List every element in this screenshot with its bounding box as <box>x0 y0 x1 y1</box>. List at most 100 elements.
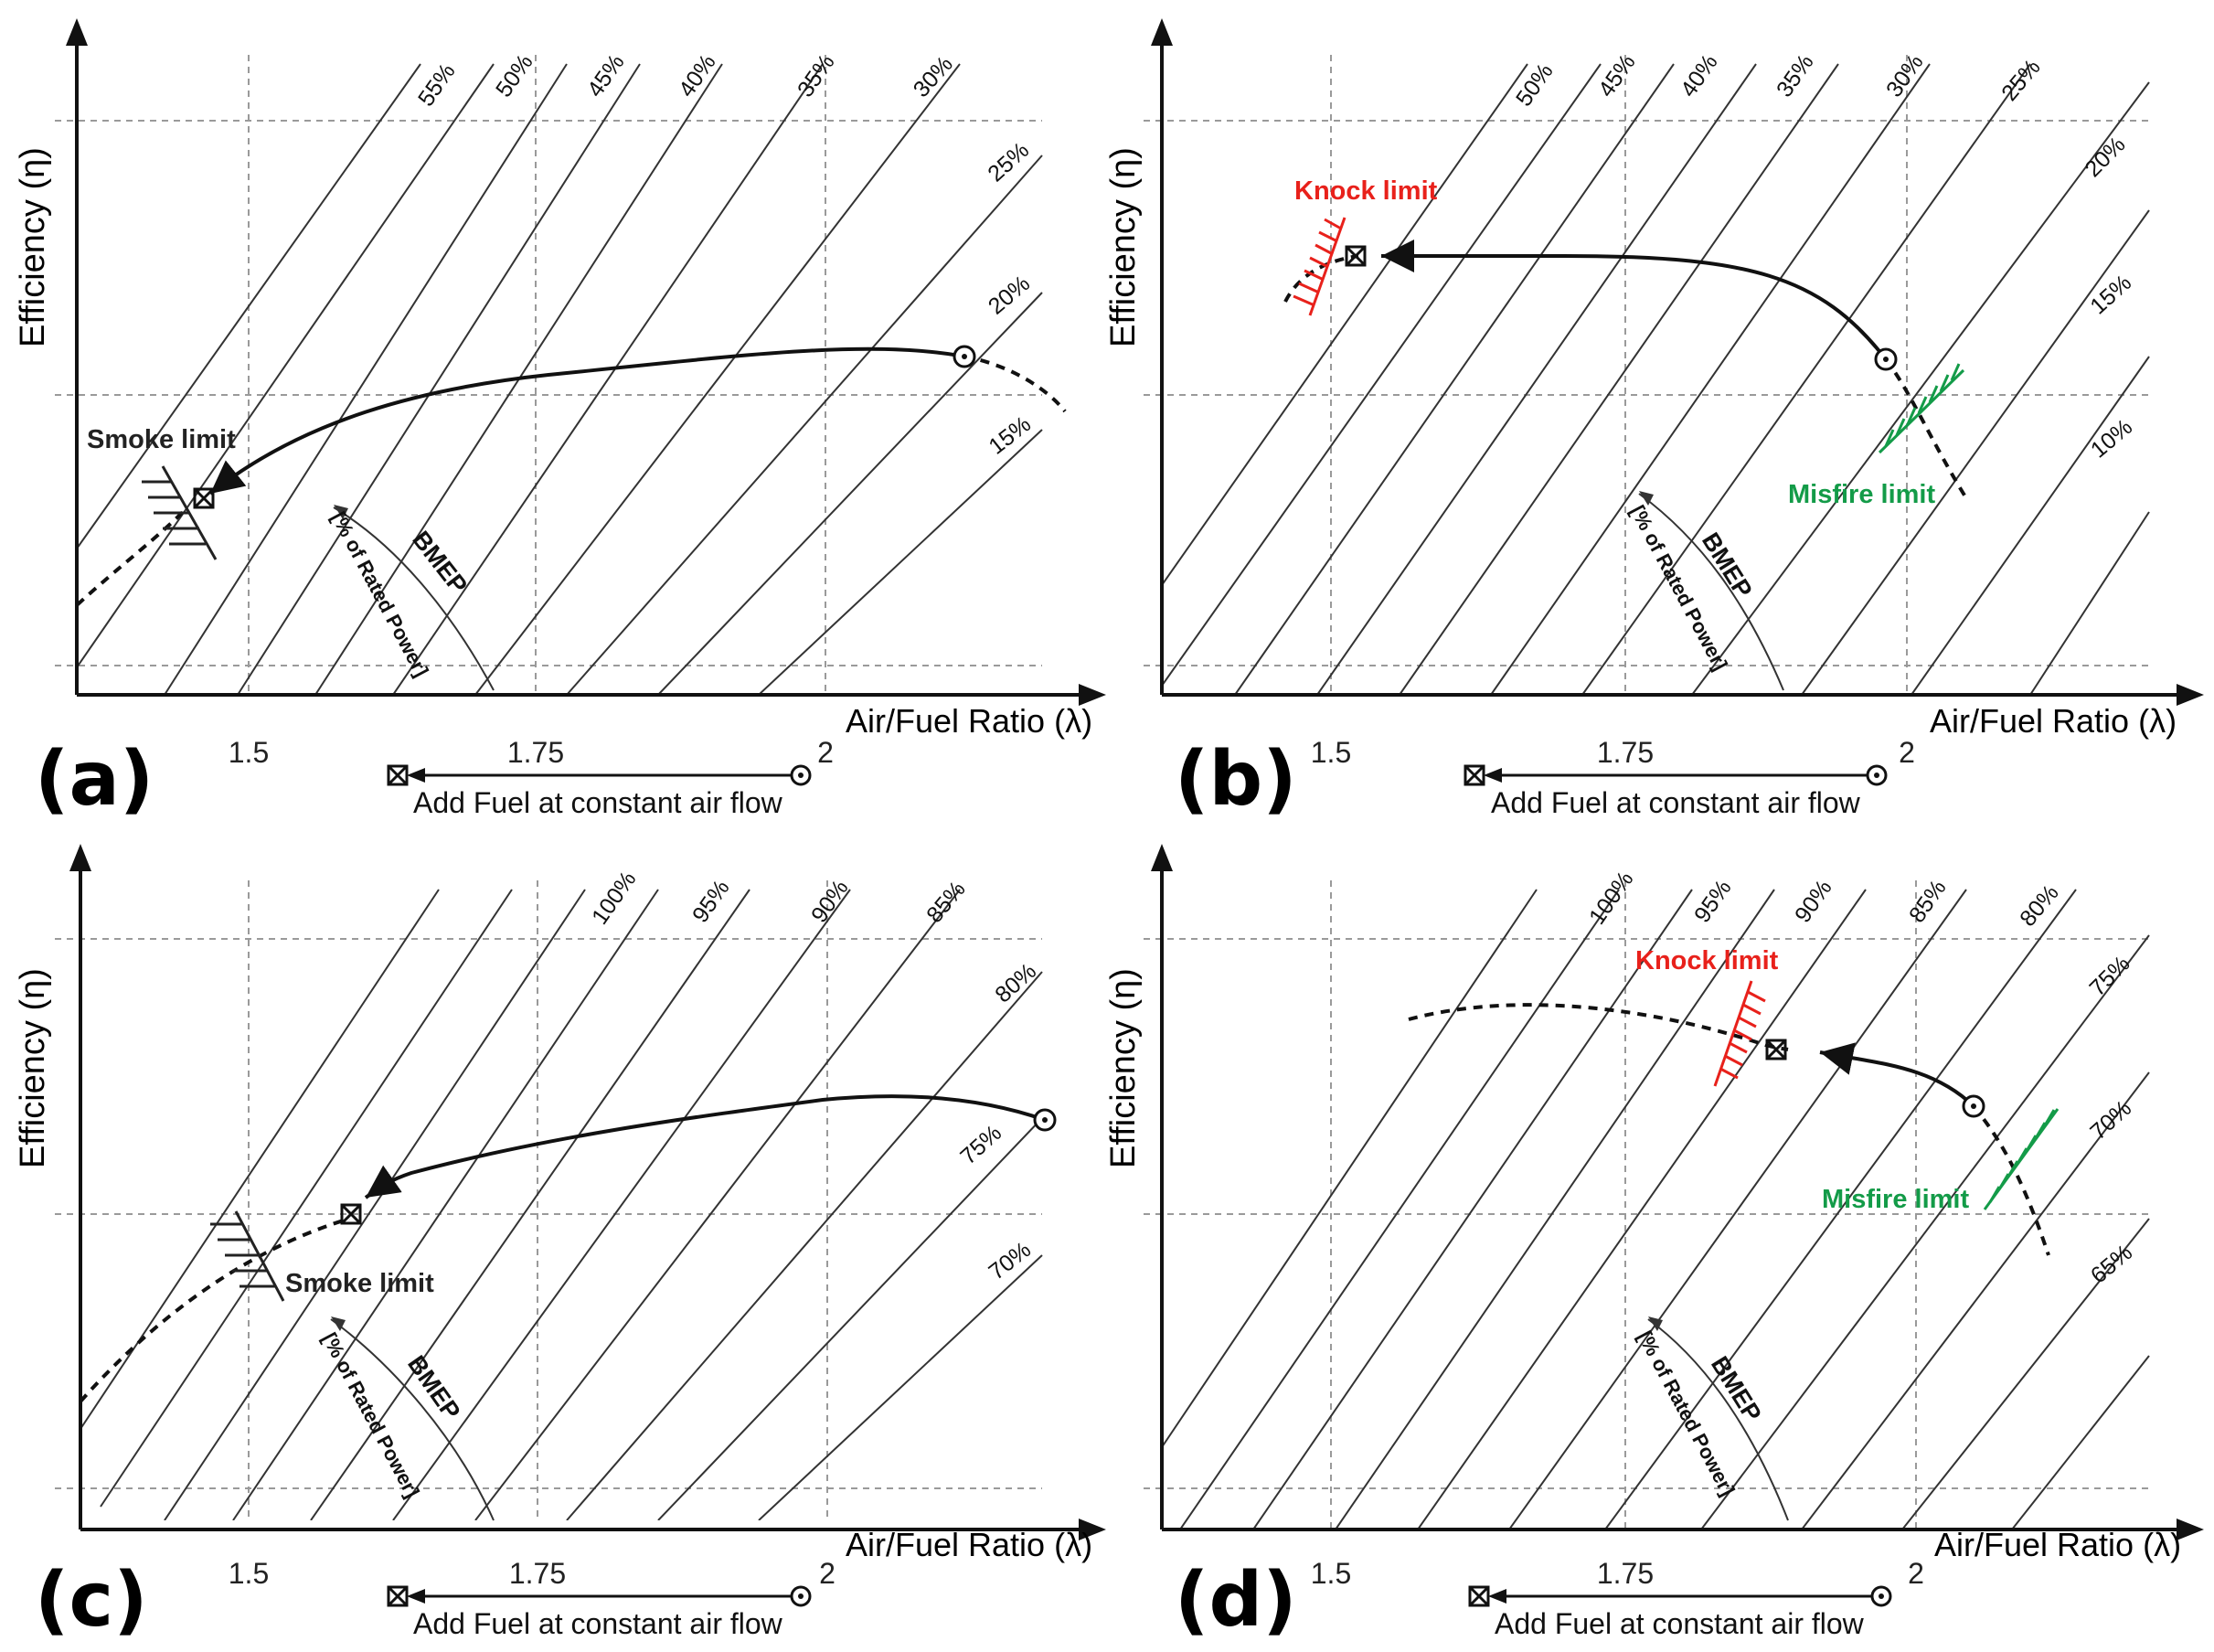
efficiency-curve-dashed-right-d <box>1972 1104 2050 1256</box>
x-tick-label: 1.75 <box>508 1557 567 1590</box>
smoke-limit-hatch-a <box>142 465 218 560</box>
add-fuel-arrow-c <box>387 1585 812 1607</box>
y-axis-label: Efficiency (η) <box>14 968 52 1168</box>
smoke-limit-hatch-c <box>210 1210 285 1302</box>
y-axis-label: Efficiency (η) <box>14 147 52 347</box>
bmep-title: BMEP <box>407 526 473 599</box>
efficiency-curve-a <box>208 346 965 496</box>
bmep-lines-b <box>1162 63 2150 695</box>
bmep-label: 20% <box>2080 132 2130 182</box>
add-fuel-arrow-a <box>387 764 812 786</box>
panel-letter-a: (a) <box>35 736 154 823</box>
y-axis-label: Efficiency (η) <box>1104 147 1143 347</box>
efficiency-curve-c <box>364 1094 1046 1199</box>
x-tick-label: 1.5 <box>1310 736 1352 769</box>
x-tick-label: 1.5 <box>228 736 270 769</box>
panel-letter-b: (b) <box>1175 736 1297 823</box>
knock-limit-label-b: Knock limit <box>1294 176 1438 206</box>
grid-c <box>55 880 1042 1520</box>
panel-b: 50% 45% 40% 35% 30% 25% 20% 15% 10% <box>1104 0 2214 826</box>
x-axis-label: Air/Fuel Ratio (λ) <box>1934 1526 2182 1563</box>
efficiency-curve-dashed-a <box>75 510 185 607</box>
panel-letter-d: (d) <box>1175 1557 1297 1644</box>
chart-c-canvas: 100% 95% 90% 85% 80% 75% 70% <box>55 844 1106 1607</box>
chart-a-canvas: 55% 50% 45% 40% 35% 30% 25% 20% 15% <box>55 18 1106 786</box>
add-fuel-arrow-d <box>1468 1585 1892 1607</box>
bmep-label: 75% <box>2084 951 2134 1001</box>
misfire-limit-label-d: Misfire limit <box>1822 1185 1969 1214</box>
bmep-label: 100% <box>587 867 642 929</box>
bmep-label: 95% <box>687 875 735 927</box>
bmep-label: 65% <box>2086 1240 2137 1289</box>
x-tick-label: 1.5 <box>1310 1557 1352 1590</box>
bmep-label: 90% <box>1790 875 1837 927</box>
bmep-label: 100% <box>1584 867 1639 929</box>
bmep-label: 10% <box>2086 414 2137 464</box>
bmep-label: 55% <box>413 59 461 111</box>
bmep-lines-d <box>1162 889 2150 1529</box>
efficiency-curve-dashed-right-a <box>963 355 1067 413</box>
add-fuel-label: Add Fuel at constant air flow <box>413 786 782 819</box>
grid-a <box>55 55 1042 695</box>
bmep-label: 20% <box>984 271 1035 320</box>
start-point-a <box>953 345 976 368</box>
chart-b-canvas: 50% 45% 40% 35% 30% 25% 20% 15% 10% <box>1144 18 2204 786</box>
x-tick-label: 2 <box>819 1557 836 1590</box>
x-axis-label: Air/Fuel Ratio (λ) <box>846 702 1093 740</box>
bmep-label: 35% <box>1772 49 1819 101</box>
x-axis-label: Air/Fuel Ratio (λ) <box>1930 702 2177 740</box>
axes-b <box>1151 18 2204 706</box>
grid-b <box>1144 55 2149 695</box>
bmep-indicator-b: BMEP [% of Rated Power] <box>1626 491 1784 691</box>
bmep-label: 90% <box>806 875 854 927</box>
bmep-subtitle: [% of Rated Power] <box>318 1329 424 1502</box>
add-fuel-label: Add Fuel at constant air flow <box>1491 786 1860 819</box>
bmep-lines-a <box>77 63 1043 695</box>
bmep-label: 35% <box>793 49 840 101</box>
misfire-limit-hatch-d <box>1983 1108 2060 1210</box>
panel-a: 55% 50% 45% 40% 35% 30% 25% 20% 15% <box>0 0 1107 826</box>
efficiency-curve-dashed-d <box>1408 1003 1789 1051</box>
bmep-indicator-d: BMEP [% of Rated Power] <box>1634 1316 1789 1521</box>
bmep-label: 45% <box>1593 49 1641 101</box>
bmep-lines-c <box>80 889 1043 1520</box>
efficiency-curve-dashed-right-b <box>1884 357 1968 500</box>
axes-c <box>69 844 1106 1540</box>
x-tick-label: 2 <box>817 736 834 769</box>
add-fuel-label: Add Fuel at constant air flow <box>1495 1607 1864 1640</box>
bmep-label: 95% <box>1689 875 1737 927</box>
bmep-indicator-a: BMEP [% of Rated Power] <box>327 505 495 691</box>
bmep-label: 85% <box>921 877 971 928</box>
start-point-c <box>1033 1108 1057 1132</box>
grid-d <box>1144 880 2149 1529</box>
axes-a <box>66 18 1106 706</box>
smoke-limit-label-a: Smoke limit <box>87 425 236 454</box>
bmep-label: 70% <box>2085 1095 2136 1145</box>
bmep-label: 15% <box>984 411 1036 460</box>
bmep-label: 25% <box>1996 55 2046 106</box>
x-tick-label: 1.75 <box>1596 1557 1655 1590</box>
end-point-a <box>193 487 215 509</box>
add-fuel-arrow-b <box>1464 764 1888 786</box>
bmep-label: 40% <box>1676 49 1723 101</box>
efficiency-curve-dashed-c <box>79 1217 350 1403</box>
knock-limit-hatch-d <box>1713 980 1766 1087</box>
knock-limit-hatch-b <box>1293 217 1346 316</box>
x-tick-label: 1.5 <box>228 1557 270 1590</box>
bmep-title: BMEP <box>1697 528 1758 602</box>
x-tick-label: 2 <box>1899 736 1915 769</box>
bmep-label: 25% <box>983 137 1034 187</box>
x-axis-label: Air/Fuel Ratio (λ) <box>846 1526 1093 1563</box>
bmep-labels-d: 100% 95% 90% 85% 80% 75% 70% 65% <box>1584 867 2137 1289</box>
end-point-b <box>1345 245 1367 267</box>
bmep-label: 45% <box>582 49 630 101</box>
bmep-title: BMEP <box>402 1350 465 1424</box>
efficiency-curve-b <box>1381 240 1888 361</box>
x-tick-label: 2 <box>1908 1557 1924 1590</box>
start-point-b <box>1874 347 1898 371</box>
y-axis-label: Efficiency (η) <box>1104 968 1143 1168</box>
smoke-limit-label-c: Smoke limit <box>285 1269 434 1298</box>
bmep-label: 50% <box>1511 59 1559 111</box>
misfire-limit-hatch-b <box>1878 363 1965 454</box>
chart-d-canvas: 100% 95% 90% 85% 80% 75% 70% 65% <box>1144 844 2204 1607</box>
